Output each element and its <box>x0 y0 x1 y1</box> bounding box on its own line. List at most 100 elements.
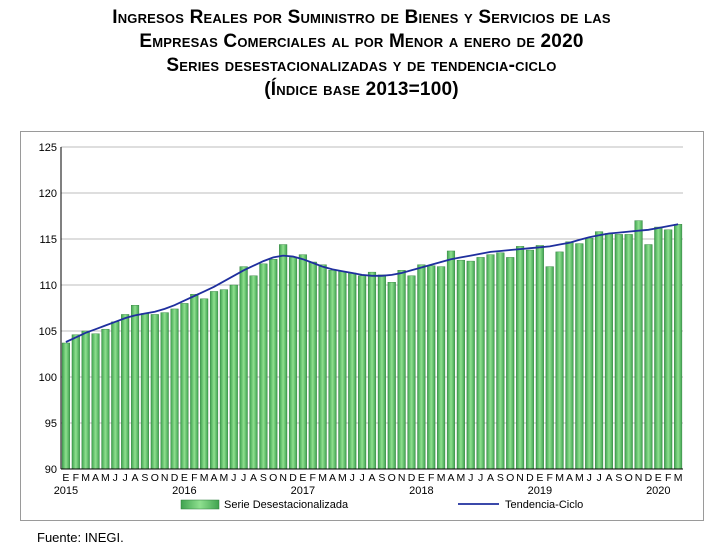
x-tick-label: A <box>250 472 257 484</box>
x-tick-label: A <box>605 472 612 484</box>
x-tick-label: M <box>220 472 229 484</box>
x-tick-label: O <box>506 472 514 484</box>
bar <box>318 264 327 470</box>
x-tick-label: J <box>231 472 236 484</box>
bar <box>387 282 396 470</box>
bar <box>565 241 574 470</box>
x-tick-label: A <box>368 472 375 484</box>
bar <box>437 266 446 470</box>
bar <box>516 246 525 470</box>
x-tick-label: S <box>497 472 504 484</box>
bar <box>259 263 268 470</box>
x-tick-label: N <box>161 472 169 484</box>
x-tick-label: N <box>516 472 524 484</box>
bar <box>308 261 317 470</box>
bar <box>249 275 258 470</box>
x-tick-label: A <box>447 472 454 484</box>
chart-frame: 90 95 100 105 110 115 120 125 E F M A M J J A S O N D E F M A M J… <box>20 131 704 521</box>
bar <box>397 270 406 470</box>
x-tick-label: J <box>123 472 128 484</box>
bar <box>496 252 505 470</box>
x-tick-label: M <box>101 472 110 484</box>
x-tick-label: J <box>587 472 592 484</box>
y-tick-label: 125 <box>39 142 57 154</box>
x-tick-label: D <box>645 472 653 484</box>
x-tick-label: E <box>655 472 662 484</box>
x-tick-label: N <box>635 472 643 484</box>
year-label: 2017 <box>291 485 315 497</box>
bar <box>674 224 683 470</box>
x-tick-label: S <box>141 472 148 484</box>
bar <box>427 265 436 470</box>
x-tick-label: A <box>487 472 494 484</box>
bar <box>328 270 337 470</box>
bar <box>348 272 357 470</box>
legend-bar-swatch <box>180 499 220 510</box>
x-tick-label: M <box>575 472 584 484</box>
x-tick-label: E <box>62 472 69 484</box>
x-tick-label: O <box>388 472 396 484</box>
x-tick-label: S <box>615 472 622 484</box>
bar <box>367 271 377 470</box>
x-tick-label: M <box>200 472 209 484</box>
bar <box>535 245 544 470</box>
bar <box>150 314 159 470</box>
bar <box>288 257 298 470</box>
year-label: 2019 <box>528 485 552 497</box>
x-tick-label: E <box>181 472 188 484</box>
year-label: 2020 <box>646 485 670 497</box>
year-label: 2015 <box>54 485 78 497</box>
x-tick-label: F <box>310 472 316 484</box>
y-tick-label: 115 <box>39 234 57 246</box>
bar <box>229 284 238 470</box>
bar <box>338 270 347 470</box>
x-tick-label: M <box>555 472 564 484</box>
bar <box>91 333 100 470</box>
bar <box>279 244 288 470</box>
x-tick-label: M <box>81 472 90 484</box>
bar <box>624 234 633 470</box>
x-tick-label: E <box>299 472 306 484</box>
x-tick-label: D <box>289 472 297 484</box>
x-tick-label: J <box>360 472 365 484</box>
bar <box>180 303 189 470</box>
x-tick-label: D <box>171 472 179 484</box>
legend-label-series: Serie Desestacionalizada <box>224 499 349 511</box>
bar <box>525 249 535 470</box>
x-tick-label: A <box>329 472 336 484</box>
bar <box>111 321 120 470</box>
x-tick-label: M <box>338 472 347 484</box>
bar <box>190 293 199 470</box>
x-tick-label: J <box>478 472 483 484</box>
bar <box>614 234 623 470</box>
y-tick-label: 95 <box>45 418 57 430</box>
bar <box>140 313 149 470</box>
x-tick-label: F <box>665 472 671 484</box>
x-tick-label: O <box>151 472 159 484</box>
bar <box>545 266 554 470</box>
bar <box>417 264 426 470</box>
x-tick-label: A <box>566 472 573 484</box>
y-tick-label: 90 <box>45 464 57 476</box>
x-tick-label: J <box>596 472 601 484</box>
x-tick-label: J <box>468 472 473 484</box>
x-tick-label: F <box>191 472 197 484</box>
x-tick-label: M <box>437 472 446 484</box>
bar <box>101 328 110 470</box>
trend-line <box>65 223 679 343</box>
bar <box>585 237 594 470</box>
bar <box>466 260 475 470</box>
x-tick-label: N <box>398 472 406 484</box>
bar <box>160 312 169 470</box>
bar <box>298 254 307 470</box>
x-tick-label: D <box>408 472 416 484</box>
bar <box>506 257 515 470</box>
x-tick-label: F <box>428 472 434 484</box>
chart-title: Ingresos Reales por Suministro de Bienes… <box>0 6 723 102</box>
year-label: 2018 <box>409 485 433 497</box>
bar <box>358 275 367 470</box>
bar <box>664 229 673 470</box>
bar <box>595 231 604 470</box>
x-tick-label: F <box>73 472 79 484</box>
